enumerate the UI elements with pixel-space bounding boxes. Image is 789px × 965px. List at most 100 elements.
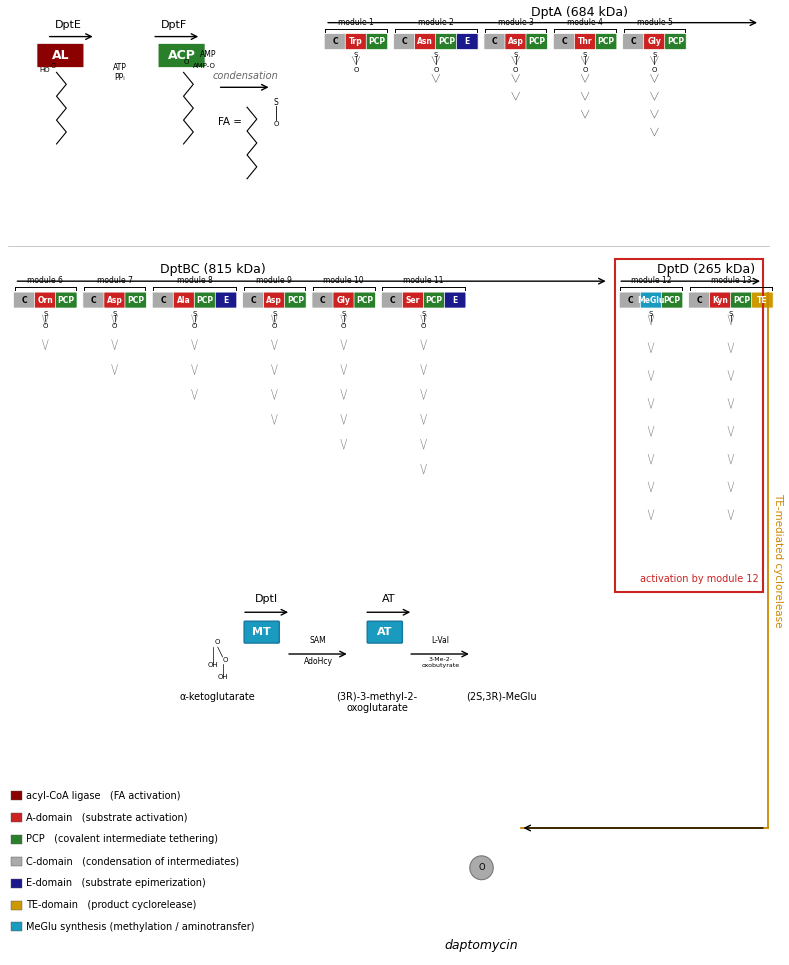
Text: module 7: module 7 (97, 276, 133, 285)
Text: ACP: ACP (167, 49, 196, 62)
FancyBboxPatch shape (55, 292, 77, 308)
Text: AT: AT (377, 627, 393, 637)
Text: S: S (272, 311, 277, 317)
Text: C: C (251, 295, 256, 305)
Text: DptI: DptI (255, 594, 279, 604)
FancyBboxPatch shape (215, 292, 237, 308)
FancyBboxPatch shape (436, 34, 457, 49)
Text: module 9: module 9 (256, 276, 293, 285)
Text: O: O (184, 60, 189, 66)
FancyBboxPatch shape (367, 621, 402, 643)
Text: PCP: PCP (425, 295, 443, 305)
Text: SAM: SAM (310, 636, 327, 645)
Text: Asn: Asn (417, 37, 433, 46)
Text: module 12: module 12 (630, 276, 671, 285)
Text: OH: OH (208, 662, 218, 668)
Text: O: O (421, 323, 426, 329)
Text: PCP: PCP (597, 37, 615, 46)
Text: daptomycin: daptomycin (445, 939, 518, 952)
FancyBboxPatch shape (83, 292, 104, 308)
Text: module 11: module 11 (403, 276, 444, 285)
Text: Asp: Asp (107, 295, 122, 305)
FancyBboxPatch shape (644, 34, 665, 49)
Text: Asp: Asp (267, 295, 282, 305)
Text: OH: OH (217, 674, 228, 680)
Text: S: S (729, 311, 733, 317)
Text: module 5: module 5 (637, 17, 672, 27)
Text: PCP: PCP (528, 37, 545, 46)
FancyBboxPatch shape (414, 34, 436, 49)
Text: C: C (630, 37, 636, 46)
Text: O: O (215, 639, 220, 645)
Text: C: C (697, 295, 702, 305)
Text: PPᵢ: PPᵢ (114, 72, 125, 82)
Text: AT: AT (382, 594, 395, 604)
Text: module 1: module 1 (338, 17, 374, 27)
Text: O: O (353, 68, 359, 73)
Bar (10, 857, 22, 866)
FancyBboxPatch shape (194, 292, 215, 308)
Text: C: C (91, 295, 96, 305)
Text: Asp: Asp (508, 37, 524, 46)
Text: module 8: module 8 (177, 276, 212, 285)
Text: Gly: Gly (337, 295, 350, 305)
FancyBboxPatch shape (709, 292, 731, 308)
Text: AL: AL (51, 49, 69, 62)
Circle shape (469, 856, 493, 880)
FancyBboxPatch shape (104, 292, 125, 308)
Text: PCP: PCP (196, 295, 214, 305)
FancyBboxPatch shape (324, 34, 346, 49)
Text: O: O (43, 323, 48, 329)
Text: ATP: ATP (113, 63, 127, 72)
Text: α-ketoglutarate: α-ketoglutarate (180, 692, 256, 702)
Text: Ala: Ala (178, 295, 191, 305)
FancyBboxPatch shape (244, 621, 279, 643)
Text: O: O (652, 68, 657, 73)
Text: O: O (478, 864, 484, 872)
FancyBboxPatch shape (285, 292, 306, 308)
Text: MT: MT (252, 627, 271, 637)
FancyBboxPatch shape (35, 292, 56, 308)
FancyBboxPatch shape (596, 34, 617, 49)
Bar (10, 813, 22, 822)
Text: PCP: PCP (127, 295, 144, 305)
FancyBboxPatch shape (333, 292, 354, 308)
Text: E: E (453, 295, 458, 305)
Text: MeGlu synthesis (methylation / aminotransfer): MeGlu synthesis (methylation / aminotran… (26, 922, 255, 932)
Text: Ser: Ser (406, 295, 421, 305)
Text: module 4: module 4 (567, 17, 603, 27)
Text: S: S (113, 311, 117, 317)
Text: C: C (402, 37, 407, 46)
Text: S: S (434, 52, 438, 59)
Text: Gly: Gly (648, 37, 661, 46)
Text: O: O (274, 121, 279, 127)
Text: module 2: module 2 (418, 17, 454, 27)
Text: DptA (684 kDa): DptA (684 kDa) (531, 6, 628, 19)
Text: PCP: PCP (664, 295, 681, 305)
Text: DptBC (815 kDa): DptBC (815 kDa) (160, 262, 266, 276)
Text: O: O (222, 657, 228, 663)
Text: MeGlu: MeGlu (638, 295, 664, 305)
FancyBboxPatch shape (174, 292, 195, 308)
Text: PCP: PCP (368, 37, 386, 46)
FancyBboxPatch shape (505, 34, 526, 49)
Text: FA =: FA = (218, 117, 241, 127)
Bar (10, 900, 22, 910)
FancyBboxPatch shape (619, 292, 641, 308)
FancyBboxPatch shape (13, 292, 35, 308)
FancyBboxPatch shape (264, 292, 285, 308)
Text: Orn: Orn (37, 295, 53, 305)
Text: PCP: PCP (438, 37, 455, 46)
Text: PCP: PCP (733, 295, 750, 305)
Text: module 3: module 3 (498, 17, 533, 27)
FancyBboxPatch shape (243, 292, 264, 308)
FancyBboxPatch shape (731, 292, 752, 308)
FancyBboxPatch shape (641, 292, 662, 308)
Text: S: S (514, 52, 518, 59)
FancyBboxPatch shape (312, 292, 334, 308)
FancyBboxPatch shape (689, 292, 710, 308)
FancyBboxPatch shape (424, 292, 445, 308)
Text: C: C (320, 295, 326, 305)
Text: C-domain   (condensation of intermediates): C-domain (condensation of intermediates) (26, 856, 239, 867)
Text: module 6: module 6 (28, 276, 63, 285)
